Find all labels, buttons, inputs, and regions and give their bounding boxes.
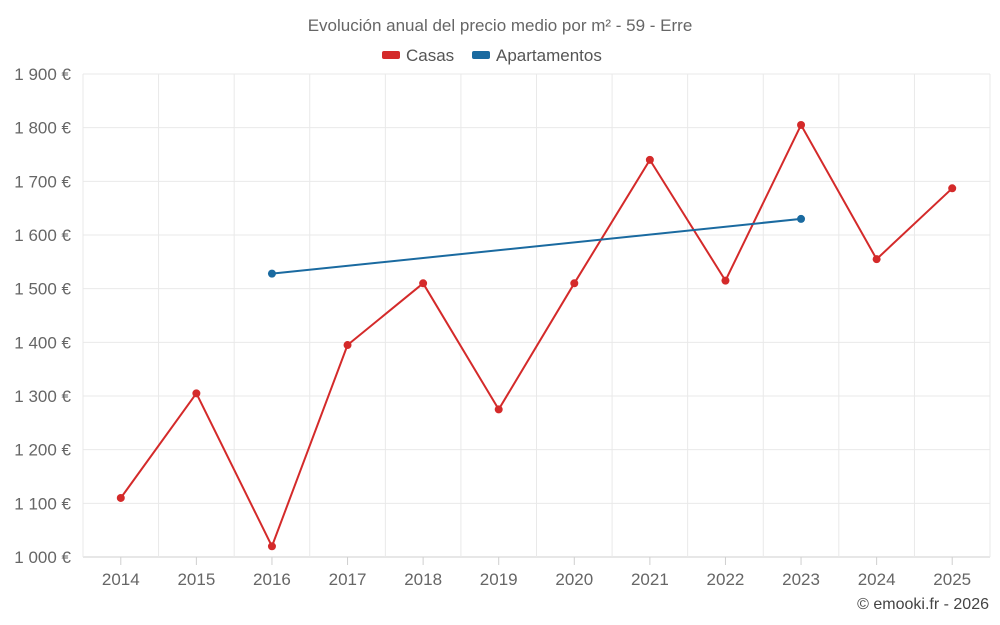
data-point-casas[interactable] [645, 155, 654, 164]
x-tick-label: 2020 [555, 570, 593, 589]
legend-item-apartamentos[interactable]: Apartamentos [472, 46, 602, 65]
x-tick-label: 2018 [404, 570, 442, 589]
x-tick-label: 2015 [177, 570, 215, 589]
y-tick-label: 1 300 € [14, 387, 71, 406]
legend-swatch [382, 51, 400, 59]
credit-text: © emooki.fr - 2026 [857, 596, 989, 613]
data-point-casas[interactable] [948, 184, 957, 193]
data-point-apartamentos[interactable] [797, 214, 806, 223]
data-point-casas[interactable] [267, 542, 276, 551]
legend-label: Casas [406, 46, 454, 65]
series-line-casas [119, 123, 953, 548]
series-layer [116, 120, 957, 551]
x-axis: 2014 2015 2016 2017 2018 2019 2020 2021 2022 2023… [102, 557, 971, 589]
x-tick-label: 2023 [782, 570, 820, 589]
y-tick-label: 1 800 € [14, 119, 71, 138]
grid-lines [82, 73, 991, 558]
data-point-casas[interactable] [343, 341, 352, 350]
y-axis: 1 000 € 1 100 € 1 200 € 1 300 € 1 400 € 1 500… [14, 65, 71, 567]
chart-title: Evolución anual del precio medio por m² … [308, 16, 693, 35]
y-tick-label: 1 000 € [14, 548, 71, 567]
legend-swatch [472, 51, 490, 59]
x-tick-label: 2016 [253, 570, 291, 589]
data-point-casas[interactable] [797, 120, 806, 129]
data-point-casas[interactable] [116, 493, 125, 502]
series-line-apartamentos [271, 217, 802, 275]
x-tick-label: 2025 [933, 570, 971, 589]
x-tick-label: 2017 [329, 570, 367, 589]
y-tick-label: 1 200 € [14, 441, 71, 460]
data-point-casas[interactable] [721, 276, 730, 285]
x-tick-label: 2022 [707, 570, 745, 589]
legend-label: Apartamentos [496, 46, 602, 65]
y-tick-label: 1 900 € [14, 65, 71, 84]
y-tick-label: 1 400 € [14, 333, 71, 352]
legend: Casas Apartamentos [382, 46, 602, 65]
data-point-casas[interactable] [570, 279, 579, 288]
data-point-casas[interactable] [192, 389, 201, 398]
x-tick-label: 2014 [102, 570, 140, 589]
data-point-casas[interactable] [419, 279, 428, 288]
y-tick-label: 1 600 € [14, 226, 71, 245]
y-tick-label: 1 700 € [14, 172, 71, 191]
x-tick-label: 2019 [480, 570, 518, 589]
data-point-casas[interactable] [872, 255, 881, 264]
data-point-apartamentos[interactable] [267, 269, 276, 278]
legend-item-casas[interactable]: Casas [382, 46, 454, 65]
x-tick-label: 2021 [631, 570, 669, 589]
x-tick-label: 2024 [858, 570, 896, 589]
y-tick-label: 1 500 € [14, 280, 71, 299]
data-point-casas[interactable] [494, 405, 503, 414]
y-tick-label: 1 100 € [14, 494, 71, 513]
